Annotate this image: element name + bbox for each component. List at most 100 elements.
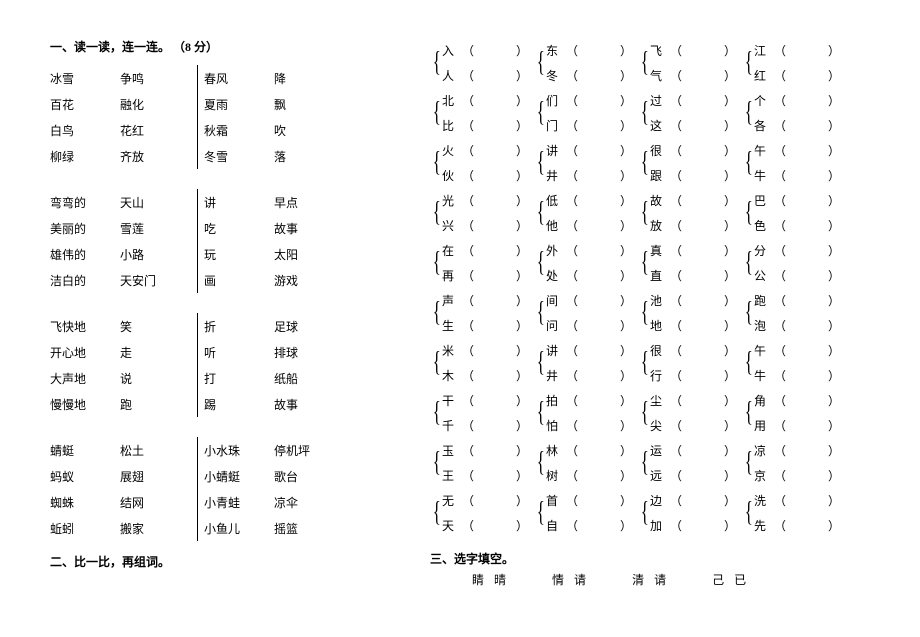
- pair-item: 冬（）: [534, 63, 638, 88]
- match-cell: 讲: [204, 194, 274, 211]
- brace-icon: {: [641, 138, 649, 188]
- paren: ）: [516, 342, 528, 359]
- match-row: 蚯蚓搬家小鱼儿摇篮: [50, 515, 410, 541]
- match-block-1: 冰雪争鸣春风降百花融化夏雨飘白鸟花红秋霜吹柳绿齐放冬雪落: [50, 65, 410, 169]
- char: 牛: [754, 167, 768, 184]
- pair-item: 无（）: [430, 488, 534, 513]
- paren: （: [774, 317, 786, 334]
- paren: （: [670, 42, 682, 59]
- pair-group: {真（）直（）: [638, 238, 742, 288]
- paren: ）: [724, 467, 736, 484]
- paren: ）: [516, 142, 528, 159]
- paren: （: [774, 67, 786, 84]
- paren: （: [774, 367, 786, 384]
- paren: （: [774, 417, 786, 434]
- brace-icon: {: [433, 288, 441, 338]
- pair-item: 很（）: [638, 338, 742, 363]
- paren: ）: [724, 42, 736, 59]
- paren: （: [566, 467, 578, 484]
- pair-item: 各（）: [742, 113, 846, 138]
- match-cell: 说: [120, 370, 190, 387]
- divider: [190, 117, 204, 143]
- char: 京: [754, 467, 768, 484]
- paren: ）: [724, 67, 736, 84]
- paren: （: [566, 492, 578, 509]
- match-row: 慢慢地跑踢故事: [50, 391, 410, 417]
- brace-icon: {: [433, 88, 441, 138]
- brace-icon: {: [433, 238, 441, 288]
- paren: （: [670, 417, 682, 434]
- match-cell: 打: [204, 370, 274, 387]
- pair-item: 讲（）: [534, 138, 638, 163]
- paren: （: [462, 217, 474, 234]
- brace-icon: {: [537, 88, 545, 138]
- pair-group: {午（）牛（）: [742, 338, 846, 388]
- match-cell: 小蜻蜓: [204, 468, 274, 485]
- paren: （: [566, 67, 578, 84]
- match-cell: 秋霜: [204, 122, 274, 139]
- match-cell: 吃: [204, 220, 274, 237]
- paren: （: [462, 292, 474, 309]
- paren: ）: [516, 467, 528, 484]
- paren: ）: [828, 517, 840, 534]
- match-row: 柳绿齐放冬雪落: [50, 143, 410, 169]
- pair-item: 干（）: [430, 388, 534, 413]
- brace-icon: {: [433, 438, 441, 488]
- brace-icon: {: [745, 338, 753, 388]
- char: 处: [546, 267, 560, 284]
- pair-item: 故（）: [638, 188, 742, 213]
- char: 外: [546, 242, 560, 259]
- char: 飞: [650, 42, 664, 59]
- paren: ）: [620, 517, 632, 534]
- compare-grid-row: {玉（）王（）{林（）树（）{运（）远（）{凉（）京（）: [430, 438, 890, 488]
- paren: （: [566, 292, 578, 309]
- match-cell: 停机坪: [274, 442, 344, 459]
- char: 们: [546, 92, 560, 109]
- match-cell: 小水珠: [204, 442, 274, 459]
- pair-item: 色（）: [742, 213, 846, 238]
- zici-char: 已: [734, 571, 746, 588]
- match-cell: 凉伞: [274, 494, 344, 511]
- char: 王: [442, 467, 456, 484]
- char: 尖: [650, 417, 664, 434]
- match-block-2: 弯弯的天山讲早点美丽的雪莲吃故事雄伟的小路玩太阳洁白的天安门画游戏: [50, 189, 410, 293]
- paren: （: [566, 217, 578, 234]
- char: 井: [546, 367, 560, 384]
- char: 运: [650, 442, 664, 459]
- match-cell: 吹: [274, 122, 344, 139]
- divider: [190, 267, 204, 293]
- divider: [190, 463, 204, 489]
- paren: （: [462, 417, 474, 434]
- char: 树: [546, 467, 560, 484]
- paren: （: [774, 92, 786, 109]
- match-cell: 白鸟: [50, 122, 120, 139]
- pair-item: 个（）: [742, 88, 846, 113]
- match-row: 雄伟的小路玩太阳: [50, 241, 410, 267]
- paren: ）: [828, 242, 840, 259]
- char: 各: [754, 117, 768, 134]
- match-row: 洁白的天安门画游戏: [50, 267, 410, 293]
- match-row: 蚂蚁展翅小蜻蜓歌台: [50, 463, 410, 489]
- zici-row: 睛晴情请清请己已: [430, 571, 890, 588]
- pair-item: 跟（）: [638, 163, 742, 188]
- brace-icon: {: [745, 288, 753, 338]
- pair-item: 比（）: [430, 113, 534, 138]
- char: 讲: [546, 142, 560, 159]
- divider: [190, 241, 204, 267]
- pair-group: {尘（）尖（）: [638, 388, 742, 438]
- pair-item: 门（）: [534, 113, 638, 138]
- match-cell: 踢: [204, 396, 274, 413]
- char: 江: [754, 42, 768, 59]
- match-block-4: 蜻蜓松土小水珠停机坪蚂蚁展翅小蜻蜓歌台蜘蛛结网小青蛙凉伞蚯蚓搬家小鱼儿摇篮: [50, 437, 410, 541]
- divider: [190, 365, 204, 391]
- char: 泡: [754, 317, 768, 334]
- paren: ）: [620, 42, 632, 59]
- paren: ）: [724, 517, 736, 534]
- pair-item: 泡 （ ）: [742, 313, 846, 338]
- paren: ）: [828, 317, 840, 334]
- pair-item: 声（）: [430, 288, 534, 313]
- paren: （: [462, 42, 474, 59]
- match-cell: 早点: [274, 194, 344, 211]
- paren: （: [462, 267, 474, 284]
- match-cell: 足球: [274, 318, 344, 335]
